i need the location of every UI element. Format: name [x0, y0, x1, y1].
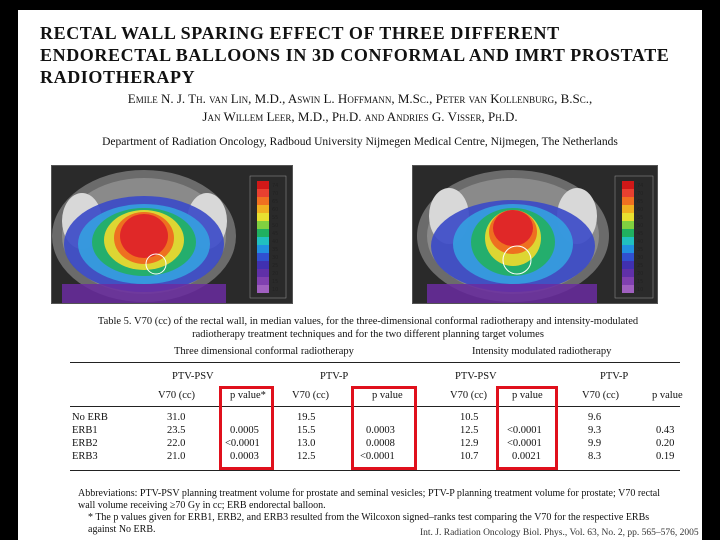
ct-dose-map-imrt: 74 70 65 60 55 50 45 40 35 30 25 20 15 1…	[413, 166, 657, 303]
colorbar-label: 20	[272, 271, 278, 277]
colorbar-label: 55	[272, 215, 278, 221]
colorbar-labels-3dcrt: 74 70 65 60 55 50 45 40 35 30 25 20 15 1…	[272, 183, 278, 293]
authors-line-2: Jan Willem Leer, M.D., Ph.D. and Andries…	[202, 109, 518, 124]
colorbar-label: 30	[272, 255, 278, 261]
row-label: ERB2	[72, 438, 98, 449]
colorbar-label: 65	[272, 199, 278, 205]
table-cell: 15.5	[297, 425, 316, 436]
colorbar-label: 74	[272, 183, 278, 189]
department-affiliation: Department of Radiation Oncology, Radbou…	[102, 136, 618, 148]
colorbar-label: 55	[637, 215, 643, 221]
colorbar-label: 15	[272, 279, 278, 285]
table-cell: 9.9	[588, 438, 602, 449]
table-cell: <0.0001	[225, 438, 260, 449]
row-label: No ERB	[72, 412, 108, 423]
colorbar-label: 10	[272, 287, 278, 293]
colorbar-label: 30	[637, 255, 643, 261]
colorbar-label: 40	[272, 239, 278, 245]
col-header: V70 (cc)	[450, 390, 488, 401]
table-cell: 0.19	[656, 451, 675, 462]
col-header: p value	[512, 390, 543, 401]
table-rule-top	[70, 362, 680, 363]
colorbar-label: 74	[637, 183, 643, 189]
table-footnotes: Abbreviations: PTV-PSV planning treatmen…	[78, 488, 678, 536]
table-cell: 0.20	[656, 438, 675, 449]
table-cell: 10.5	[460, 412, 479, 423]
table-cell: 12.5	[460, 425, 479, 436]
group-header-imrt: Intensity modulated radiotherapy	[472, 346, 612, 357]
table-cell: <0.0001	[360, 451, 395, 462]
colorbar-label: 15	[637, 279, 643, 285]
ptv-label: PTV-PSV	[455, 371, 497, 382]
table-cell: 31.0	[167, 412, 186, 423]
colorbar-label: 10	[637, 287, 643, 293]
colorbar-label: 25	[272, 263, 278, 269]
table-cell: 9.3	[588, 425, 602, 436]
row-label: ERB1	[72, 425, 98, 436]
ptv-label: PTV-P	[600, 371, 629, 382]
table-cell: 8.3	[588, 451, 602, 462]
table-cell: 22.0	[167, 438, 186, 449]
table-cell: <0.0001	[507, 438, 542, 449]
colorbar-labels-imrt: 74 70 65 60 55 50 45 40 35 30 25 20 15 1…	[637, 183, 643, 293]
colorbar-label: 20	[637, 271, 643, 277]
colorbar-label: 35	[272, 247, 278, 253]
table-cell: 9.6	[588, 412, 602, 423]
colorbar-label: 50	[637, 223, 643, 229]
ct-dose-image-3dcrt: 74 70 65 60 55 50 45 40 35 30 25 20 15 1…	[51, 165, 293, 304]
col-header: V70 (cc)	[292, 390, 330, 401]
table-cell: 0.0021	[512, 451, 541, 462]
paper-page: Rectal Wall Sparing Effect of Three Diff…	[18, 10, 702, 540]
author-list: Emile N. J. Th. van Lin, M.D., Aswin L. …	[18, 90, 702, 126]
table-cell: 21.0	[167, 451, 186, 462]
colorbar-label: 25	[637, 263, 643, 269]
table-caption: Table 5. V70 (cc) of the rectal wall, in…	[97, 316, 639, 340]
table-rule-bottom	[70, 470, 680, 471]
row-label: ERB3	[72, 451, 98, 462]
colorbar-label: 35	[637, 247, 643, 253]
colorbar-3dcrt	[249, 175, 287, 299]
p-value-footnote: * The p values given for ERB1, ERB2, and…	[88, 512, 650, 535]
col-header: p value	[652, 390, 683, 401]
colorbar-label: 65	[637, 199, 643, 205]
colorbar-label: 60	[637, 207, 643, 213]
table-cell: 13.0	[297, 438, 316, 449]
paper-title: Rectal Wall Sparing Effect of Three Diff…	[40, 23, 670, 87]
table-cell: 19.5	[297, 412, 316, 423]
table-cell: <0.0001	[507, 425, 542, 436]
table-cell: 10.7	[460, 451, 479, 462]
table-cell: 12.5	[297, 451, 316, 462]
colorbar-label: 70	[272, 191, 278, 197]
ptv-label: PTV-P	[320, 371, 349, 382]
ptv-label: PTV-PSV	[172, 371, 214, 382]
colorbar-label: 45	[637, 231, 643, 237]
colorbar-label: 70	[637, 191, 643, 197]
table-cell: 0.0003	[366, 425, 395, 436]
col-header: V70 (cc)	[582, 390, 620, 401]
table-cell: 0.0005	[230, 425, 259, 436]
table-rule-mid	[70, 406, 680, 407]
highlight-box-3dcrt-p	[351, 386, 417, 470]
table-cell: 0.0003	[230, 451, 259, 462]
table-cell: 23.5	[167, 425, 186, 436]
colorbar-label: 60	[272, 207, 278, 213]
colorbar-label: 50	[272, 223, 278, 229]
col-header: V70 (cc)	[158, 390, 196, 401]
ct-dose-image-imrt: 74 70 65 60 55 50 45 40 35 30 25 20 15 1…	[412, 165, 658, 304]
col-header: p value*	[230, 390, 266, 401]
table-cell: 0.0008	[366, 438, 395, 449]
table-cell: 0.43	[656, 425, 675, 436]
colorbar-imrt	[614, 175, 654, 299]
group-header-3dcrt: Three dimensional conformal radiotherapy	[174, 346, 354, 357]
table-cell: 12.9	[460, 438, 479, 449]
highlight-box-imrt-psv	[496, 386, 558, 470]
col-header: p value	[372, 390, 403, 401]
authors-line-1: Emile N. J. Th. van Lin, M.D., Aswin L. …	[127, 91, 593, 106]
ct-dose-map-3dcrt: 74 70 65 60 55 50 45 40 35 30 25 20 15 1…	[52, 166, 292, 303]
journal-citation: Int. J. Radiation Oncology Biol. Phys., …	[420, 528, 699, 538]
colorbar-label: 45	[272, 231, 278, 237]
abbreviations-note: Abbreviations: PTV-PSV planning treatmen…	[78, 488, 661, 511]
colorbar-label: 40	[637, 239, 643, 245]
highlight-box-3dcrt-psv	[219, 386, 274, 470]
